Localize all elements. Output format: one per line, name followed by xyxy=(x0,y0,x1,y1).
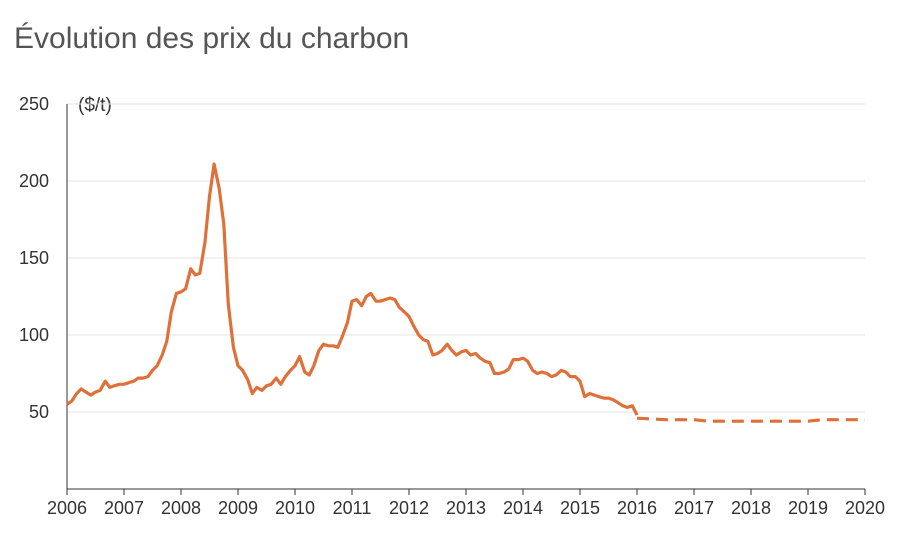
series-layer xyxy=(66,162,865,423)
x-tick-label-2006: 2006 xyxy=(47,498,87,518)
x-tick-label-2017: 2017 xyxy=(674,498,714,518)
chart-title: Évolution des prix du charbon xyxy=(14,22,410,55)
y-axis-ticks: 50 100 150 200 250 xyxy=(19,94,49,422)
x-tick-label-2009: 2009 xyxy=(218,498,258,518)
y-tick-label-50: 50 xyxy=(29,402,49,422)
x-axis-ticks: 2006 2007 2008 2009 2010 2011 2012 2013 2014 2015… xyxy=(47,489,885,518)
y-tick-label-150: 150 xyxy=(19,248,49,268)
x-tick-label-2015: 2015 xyxy=(560,498,600,518)
x-tick-label-2020: 2020 xyxy=(845,498,885,518)
y-tick-label-250: 250 xyxy=(19,94,49,114)
gridlines xyxy=(67,103,865,413)
series-line-historical xyxy=(66,162,639,416)
y-axis-unit-label: ($/t) xyxy=(78,95,112,116)
x-tick-label-2007: 2007 xyxy=(104,498,144,518)
y-tick-label-100: 100 xyxy=(19,325,49,345)
x-tick-label-2008: 2008 xyxy=(161,498,201,518)
x-tick-label-2012: 2012 xyxy=(389,498,429,518)
x-tick-label-2018: 2018 xyxy=(731,498,771,518)
x-tick-label-2019: 2019 xyxy=(788,498,828,518)
x-tick-label-2011: 2011 xyxy=(333,498,372,518)
x-tick-label-2014: 2014 xyxy=(503,498,543,518)
series-line-projection xyxy=(636,416,865,423)
x-tick-label-2010: 2010 xyxy=(275,498,315,518)
x-tick-label-2013: 2013 xyxy=(446,498,486,518)
y-tick-label-200: 200 xyxy=(19,171,49,191)
x-tick-label-2016: 2016 xyxy=(617,498,657,518)
